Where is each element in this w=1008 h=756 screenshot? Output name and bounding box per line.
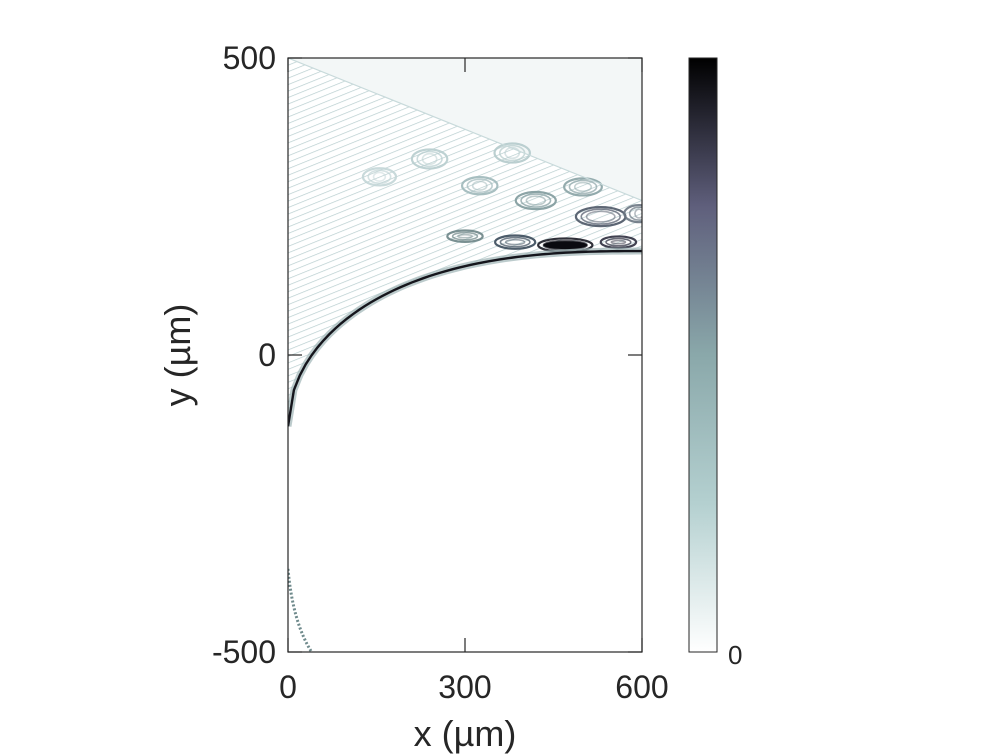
fringe-ellipse-8-2 bbox=[471, 180, 488, 191]
plot-area bbox=[287, 57, 643, 653]
fringe-ellipse-4-2 bbox=[585, 210, 616, 223]
x-tick-label-600: 600 bbox=[615, 669, 668, 705]
fringe-ellipse-3-1 bbox=[451, 231, 479, 241]
fringe-region bbox=[288, 58, 642, 433]
fringe-ellipse-2-1 bbox=[499, 236, 531, 248]
fringe-ellipse-6-0 bbox=[514, 190, 557, 211]
colorbar-tick-label-0: 0 bbox=[728, 640, 742, 670]
fringe-ellipse-10-0 bbox=[410, 148, 449, 170]
fringe-ellipse-1-1 bbox=[605, 237, 632, 247]
heatmap-image bbox=[288, 58, 642, 652]
axis-ticks bbox=[287, 57, 643, 653]
fringe-ellipse-8-0 bbox=[460, 176, 499, 196]
fringe-ellipse-8-1 bbox=[466, 178, 493, 193]
fringe-ellipse-5-1 bbox=[628, 206, 642, 221]
fringe-ellipse-10-1 bbox=[416, 150, 443, 168]
fringe-ellipse-5-0 bbox=[623, 203, 642, 224]
colorbar-gradient bbox=[688, 57, 718, 653]
diagonal-edge bbox=[288, 58, 642, 202]
fringe-ellipse-10-2 bbox=[421, 152, 438, 166]
fringe-ellipse-7-2 bbox=[573, 181, 593, 193]
y-tick-label-0: 0 bbox=[258, 337, 276, 373]
fringe-ellipse-11-0 bbox=[361, 167, 398, 187]
fringe-ellipse-3-2 bbox=[457, 233, 473, 239]
fringe-ellipse-1-2 bbox=[610, 239, 627, 245]
fringe-ellipse-7-1 bbox=[568, 179, 598, 195]
fringe-ellipse-2-2 bbox=[504, 238, 526, 246]
fringe-ellipse-11-2 bbox=[372, 171, 387, 182]
fringe-ellipse-5-2 bbox=[634, 208, 642, 219]
y-tick-label-minus-500: -500 bbox=[212, 634, 276, 670]
fringe-ellipse-4-1 bbox=[580, 208, 621, 225]
boundary-arc bbox=[288, 249, 642, 427]
colorbar: 0 bbox=[688, 57, 742, 670]
y-tick-label-500: 500 bbox=[223, 40, 276, 76]
y-axis-label: y (µm) bbox=[157, 304, 198, 407]
fringe-ellipse-2-0 bbox=[493, 234, 537, 250]
x-tick-label-300: 300 bbox=[438, 669, 491, 705]
fringe-ellipse-6-1 bbox=[520, 193, 552, 208]
x-axis-label: x (µm) bbox=[414, 713, 517, 754]
x-tick-label-0: 0 bbox=[279, 669, 297, 705]
peak-spot bbox=[543, 241, 588, 250]
fringe-ellipse-3-0 bbox=[446, 229, 484, 244]
lower-left-fringe bbox=[288, 568, 313, 652]
fringe-ellipse-6-2 bbox=[525, 195, 547, 206]
fringe-ellipse-11-1 bbox=[367, 169, 392, 185]
fringe-ellipse-7-0 bbox=[563, 177, 603, 197]
fringe-ellipse-9-0 bbox=[493, 142, 532, 164]
